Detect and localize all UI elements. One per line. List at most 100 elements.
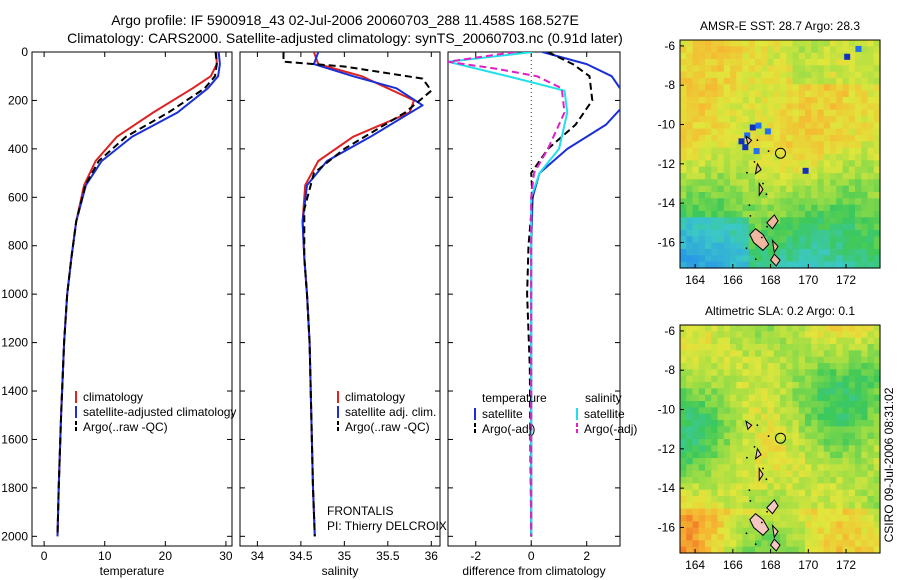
heatmap-cell (692, 109, 700, 117)
heatmap-cell (773, 78, 781, 85)
heatmap-cell (786, 350, 794, 358)
heatmap-cell (811, 160, 819, 168)
heatmap-cell (761, 249, 769, 256)
heatmap-cell (767, 420, 775, 427)
heatmap-cell (711, 255, 719, 263)
heatmap-cell (773, 46, 781, 54)
heatmap-cell (761, 154, 769, 161)
heatmap-cell (705, 84, 712, 92)
heatmap-cell (867, 407, 875, 415)
heatmap-cell (873, 344, 881, 351)
heatmap-cell (805, 413, 812, 421)
heatmap-cell (723, 363, 731, 370)
heatmap-cell (823, 350, 831, 358)
heatmap-cell (686, 508, 694, 516)
heatmap-cell (805, 369, 812, 377)
heatmap-cell (742, 477, 750, 484)
heatmap-cell (823, 464, 831, 472)
heatmap-cell (811, 230, 819, 237)
heatmap-cell (736, 84, 744, 92)
heatmap-cell (736, 413, 744, 421)
heatmap-cell (705, 356, 712, 364)
heatmap-cell (805, 420, 812, 427)
heatmap-cell (698, 407, 706, 415)
heatmap-cell (686, 179, 694, 187)
heatmap-cell (780, 255, 787, 263)
heatmap-cell (686, 344, 694, 351)
heatmap-cell (811, 451, 819, 459)
heatmap-cell (823, 59, 831, 66)
heatmap-cell (723, 388, 731, 396)
heatmap-cell (780, 217, 787, 225)
heatmap-cell (780, 401, 787, 408)
heatmap-cell (692, 230, 700, 237)
x-tick-label: 36 (425, 549, 439, 563)
heatmap-cell (786, 255, 794, 263)
heatmap-cell (842, 477, 850, 484)
heatmap-cell (767, 534, 775, 541)
heatmap-cell (761, 496, 769, 503)
heatmap-cell (830, 204, 837, 212)
heatmap-cell (723, 356, 731, 364)
heatmap-cell (836, 527, 844, 535)
heatmap-cell (786, 173, 794, 180)
heatmap-cell (730, 350, 737, 358)
heatmap-cell (873, 52, 881, 60)
heatmap-cell (867, 363, 875, 370)
heatmap-cell (867, 204, 875, 212)
heatmap-cell (692, 375, 700, 383)
heatmap-cell (780, 458, 787, 465)
heatmap-cell (830, 141, 837, 149)
heatmap-cell (867, 483, 875, 491)
heatmap-cell (830, 173, 837, 180)
heatmap-cell (848, 464, 856, 472)
low-sst-cell (744, 132, 751, 139)
heatmap-cell (730, 401, 737, 408)
heatmap-cell (711, 217, 719, 225)
heatmap-cell (773, 363, 781, 370)
heatmap-cell (692, 242, 700, 250)
heatmap-cell (692, 166, 700, 174)
heatmap-cell (842, 211, 850, 218)
heatmap-cell (730, 242, 737, 250)
heatmap-cell (748, 369, 756, 377)
heatmap-cells (680, 325, 881, 554)
heatmap-cell (755, 103, 762, 111)
heatmap-cell (692, 356, 700, 364)
heatmap-cell (767, 515, 775, 522)
heatmap-cell (867, 160, 875, 168)
heatmap-cell (680, 477, 687, 484)
heatmap-cell (723, 166, 731, 174)
heatmap-cell (798, 388, 806, 396)
heatmap-cell (692, 508, 700, 516)
y-tick-label: -10 (658, 403, 676, 417)
heatmap-cell (861, 65, 869, 73)
heatmap-cell (842, 147, 850, 155)
heatmap-cell (873, 40, 881, 47)
heatmap-cell (805, 135, 812, 142)
heatmap-cell (755, 71, 762, 79)
heatmap-cell (861, 179, 869, 187)
heatmap-cell (705, 337, 712, 345)
heatmap-cell (717, 527, 725, 535)
heatmap-cell (717, 502, 725, 510)
heatmap-cell (717, 344, 725, 351)
heatmap-cell (692, 211, 700, 218)
heatmap-cell (861, 502, 869, 510)
heatmap-cell (817, 470, 825, 478)
heatmap-cell (817, 546, 825, 554)
heatmap-cell (805, 160, 812, 168)
heatmap-cell (811, 52, 819, 60)
heatmap-cell (686, 356, 694, 364)
heatmap-cell (698, 458, 706, 465)
heatmap-cell (736, 236, 744, 244)
heatmap-cell (680, 382, 687, 389)
heatmap-cell (873, 90, 881, 98)
heatmap-cell (767, 128, 775, 136)
heatmap-cell (867, 211, 875, 218)
heatmap-cell (780, 534, 787, 541)
heatmap-cell (842, 451, 850, 459)
heatmap-cell (736, 141, 744, 149)
heatmap-cell (742, 356, 750, 364)
heatmap-cell (773, 534, 781, 541)
